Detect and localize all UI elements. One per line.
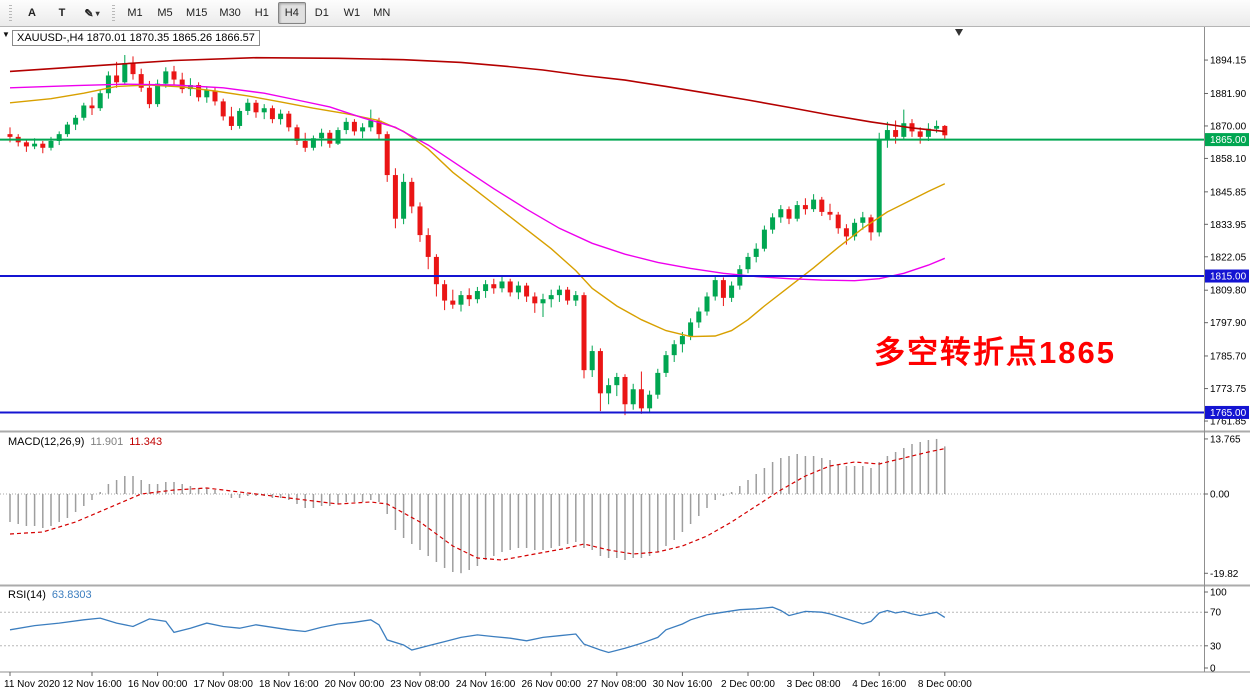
toolbar-grip <box>9 5 12 21</box>
svg-text:100: 100 <box>1210 588 1227 599</box>
svg-text:12 Nov 16:00: 12 Nov 16:00 <box>62 679 122 690</box>
svg-text:23 Nov 08:00: 23 Nov 08:00 <box>390 679 450 690</box>
time-axis-labels[interactable]: 11 Nov 2020 12 Nov 16:00 16 Nov 00:00 17 No… <box>4 672 972 690</box>
svg-text:1858.10: 1858.10 <box>1210 154 1247 165</box>
timeframe-buttons: M1 M5 M15 M30 H1 H4 D1 W1 MN <box>120 2 397 24</box>
rsi-value: 63.8303 <box>51 589 92 601</box>
candlestick-series <box>7 55 948 416</box>
ma-red-line <box>9 56 945 133</box>
chart-canvas[interactable]: 1894.15 1881.90 1870.00 1858.10 1845.85 1833.… <box>0 27 1250 697</box>
chart-annotation-text: 多空转折点1865 <box>874 335 1116 370</box>
svg-text:1822.05: 1822.05 <box>1210 252 1247 263</box>
svg-text:70: 70 <box>1210 608 1222 619</box>
horizontal-line-objects <box>0 138 1204 414</box>
chart-shift-marker-icon <box>955 29 963 36</box>
svg-text:0.00: 0.00 <box>1210 490 1230 501</box>
timeframe-mn[interactable]: MN <box>373 7 391 19</box>
svg-text:20 Nov 00:00: 20 Nov 00:00 <box>325 679 385 690</box>
svg-text:24 Nov 16:00: 24 Nov 16:00 <box>456 679 516 690</box>
chart-panel: 1894.15 1881.90 1870.00 1858.10 1845.85 1833.… <box>0 27 1250 697</box>
timeframe-h1[interactable]: H1 <box>254 7 269 19</box>
text-tool-button[interactable]: T <box>58 7 66 19</box>
svg-text:26 Nov 00:00: 26 Nov 00:00 <box>521 679 581 690</box>
dropdown-arrow-icon: ▾ <box>95 8 100 18</box>
svg-text:1845.85: 1845.85 <box>1210 187 1247 198</box>
svg-text:1833.95: 1833.95 <box>1210 220 1247 231</box>
svg-text:0: 0 <box>1210 664 1216 675</box>
macd-indicator-label: MACD(12,26,9) 11.901 11.343 <box>8 436 162 448</box>
svg-text:1797.90: 1797.90 <box>1210 318 1247 329</box>
timeframe-d1[interactable]: D1 <box>314 7 329 19</box>
svg-text:1785.70: 1785.70 <box>1210 351 1247 362</box>
macd-axis-labels[interactable]: 13.765 0.00 -19.82 <box>1204 434 1241 580</box>
rsi-plot <box>0 606 1204 654</box>
draw-tool-button[interactable]: ✎ ▾ <box>84 7 100 20</box>
timeframe-m5[interactable]: M5 <box>157 7 173 19</box>
macd-signal-value: 11.343 <box>129 436 163 448</box>
macd-signal-line <box>9 448 945 561</box>
rsi-indicator-label: RSI(14) 63.8303 <box>8 589 92 601</box>
panel-separators <box>0 27 1250 673</box>
price-axis-labels[interactable]: 1894.15 1881.90 1870.00 1858.10 1845.85 1833.… <box>1204 56 1249 428</box>
svg-text:17 Nov 08:00: 17 Nov 08:00 <box>193 679 253 690</box>
svg-text:-19.82: -19.82 <box>1210 569 1239 580</box>
toolbar-grip-2 <box>112 5 115 21</box>
timeframe-m30[interactable]: M30 <box>219 7 241 19</box>
rsi-line <box>9 606 946 654</box>
macd-main-value: 11.901 <box>90 436 124 448</box>
symbol-ohlc-label: XAUUSD-,H4 1870.01 1870.35 1865.26 1866.… <box>12 30 260 46</box>
svg-text:30: 30 <box>1210 641 1222 652</box>
svg-text:8 Dec 00:00: 8 Dec 00:00 <box>918 679 972 690</box>
annotate-a-button[interactable]: A <box>28 7 36 19</box>
timeframe-m15[interactable]: M15 <box>186 7 208 19</box>
svg-text:4 Dec 16:00: 4 Dec 16:00 <box>852 679 906 690</box>
svg-text:27 Nov 08:00: 27 Nov 08:00 <box>587 679 647 690</box>
timeframe-h4[interactable]: H4 <box>277 2 306 24</box>
svg-text:16 Nov 00:00: 16 Nov 00:00 <box>128 679 188 690</box>
svg-text:11 Nov 2020: 11 Nov 2020 <box>4 679 60 690</box>
macd-name: MACD(12,26,9) <box>8 436 85 448</box>
svg-text:18 Nov 16:00: 18 Nov 16:00 <box>259 679 319 690</box>
svg-text:1865.00: 1865.00 <box>1210 135 1247 146</box>
one-click-trading-arrow-icon[interactable]: ▼ <box>2 30 10 39</box>
toolbar: A T ✎ ▾ M1 M5 M15 M30 H1 H4 D1 W1 MN <box>0 0 1250 27</box>
svg-text:1894.15: 1894.15 <box>1210 56 1247 67</box>
timeframe-m1[interactable]: M1 <box>127 7 143 19</box>
svg-text:13.765: 13.765 <box>1210 434 1241 445</box>
svg-text:1815.00: 1815.00 <box>1210 272 1247 283</box>
svg-text:1765.00: 1765.00 <box>1210 408 1247 419</box>
rsi-name: RSI(14) <box>8 589 46 601</box>
ma-orange-line <box>9 84 946 338</box>
rsi-axis-labels[interactable]: 100 70 30 0 <box>1204 588 1227 675</box>
timeframe-w1[interactable]: W1 <box>343 7 361 19</box>
ma-magenta-line <box>9 83 946 282</box>
svg-text:3 Dec 08:00: 3 Dec 08:00 <box>787 679 841 690</box>
toolbar-left-buttons: A T ✎ ▾ <box>17 2 107 24</box>
svg-text:1809.80: 1809.80 <box>1210 286 1247 297</box>
svg-text:1761.85: 1761.85 <box>1210 417 1247 428</box>
svg-text:1881.90: 1881.90 <box>1210 89 1247 100</box>
svg-text:1870.00: 1870.00 <box>1210 121 1247 132</box>
macd-histogram <box>0 438 1204 574</box>
svg-text:30 Nov 16:00: 30 Nov 16:00 <box>653 679 713 690</box>
svg-text:2 Dec 00:00: 2 Dec 00:00 <box>721 679 775 690</box>
svg-text:1773.75: 1773.75 <box>1210 384 1247 395</box>
